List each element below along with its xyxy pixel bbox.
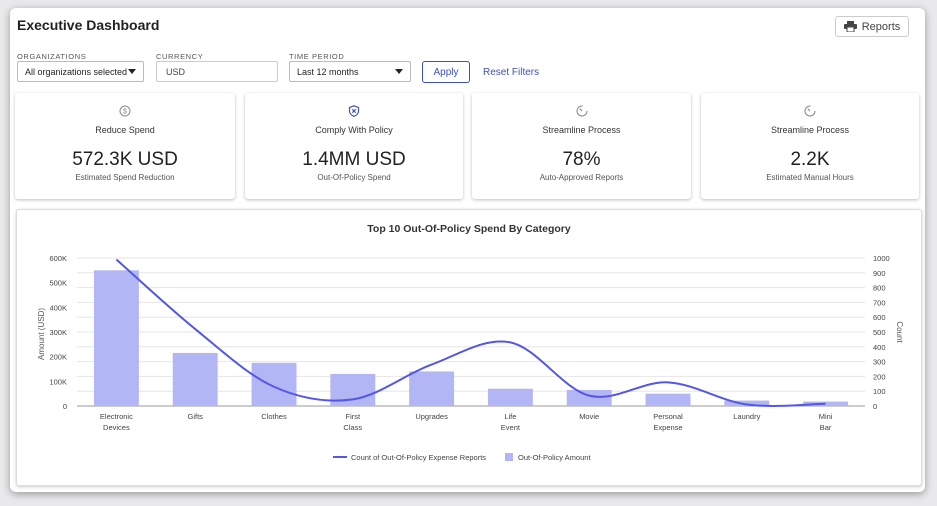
gauge-icon	[576, 105, 587, 117]
bar	[487, 388, 533, 406]
bar	[724, 400, 770, 406]
y2-tick-label: 400	[873, 343, 886, 352]
currency-value: USD	[166, 66, 186, 77]
chart-panel: Top 10 Out-Of-Policy Spend By Category A…	[16, 209, 922, 486]
kpi-sublabel: Out-Of-Policy Spend	[317, 173, 391, 182]
kpi-card-manual-hours: Streamline Process 2.2K Estimated Manual…	[701, 93, 919, 199]
reset-filters-link[interactable]: Reset Filters	[483, 67, 540, 78]
x-tick-label: Class	[343, 423, 362, 432]
time-period-label: TIME PERIOD	[289, 52, 345, 61]
kpi-card-auto-approved: Streamline Process 78% Auto-Approved Rep…	[472, 93, 691, 199]
bar-series	[93, 270, 849, 406]
y-tick-label: 100K	[49, 377, 67, 386]
x-tick-label: Personal	[653, 412, 683, 421]
organizations-value: All organizations selected	[25, 66, 128, 77]
gauge-icon	[804, 105, 816, 117]
legend-label: Count of Out-Of-Policy Expense Reports	[351, 453, 486, 462]
spend-by-category-chart: Top 10 Out-Of-Policy Spend By Category A…	[37, 223, 904, 462]
kpi-value: 1.4MM USD	[302, 149, 406, 170]
y2-tick-label: 300	[873, 358, 886, 367]
y-tick-label: 300K	[49, 328, 67, 337]
y-axis-label: Amount (USD)	[37, 308, 46, 360]
x-tick-label: Gifts	[187, 412, 203, 421]
x-tick-label: Mini	[819, 412, 833, 421]
bar	[409, 371, 455, 406]
y-tick-label: 600K	[49, 254, 67, 263]
y-tick-label: 200K	[49, 353, 67, 362]
y2-tick-label: 600	[873, 313, 886, 322]
kpi-card-comply-with-policy: Comply With Policy 1.4MM USD Out-Of-Poli…	[245, 93, 463, 199]
chevron-down-icon	[128, 69, 136, 74]
x-tick-label: Bar	[820, 423, 832, 432]
x-tick-label: First	[346, 412, 361, 421]
chart-title: Top 10 Out-Of-Policy Spend By Category	[367, 223, 571, 235]
kpi-value: 2.2K	[790, 149, 830, 170]
currency-label: CURRENCY	[156, 52, 204, 61]
kpi-sublabel: Estimated Manual Hours	[766, 173, 854, 182]
y2-tick-label: 0	[873, 402, 877, 411]
x-tick-label: Clothes	[261, 412, 287, 421]
page-title: Executive Dashboard	[17, 17, 160, 33]
kpi-label: Comply With Policy	[315, 125, 393, 135]
kpi-sublabel: Auto-Approved Reports	[539, 173, 624, 182]
y2-tick-label: 800	[873, 284, 886, 293]
axis-ticks: 0 100 200 300 400 500 600 700 800 900 1000 0 100K 200…	[49, 254, 889, 432]
bar	[93, 270, 139, 406]
bar	[251, 362, 297, 406]
kpi-value: 78%	[562, 149, 601, 170]
x-tick-label: Devices	[103, 423, 130, 432]
y2-tick-label: 200	[873, 372, 886, 381]
dashboard-window: Executive Dashboard Reports ORGANIZATION…	[10, 8, 925, 492]
time-period-value: Last 12 months	[297, 66, 359, 77]
x-tick-label: Upgrades	[415, 412, 448, 421]
line-series	[115, 258, 826, 407]
organizations-label: ORGANIZATIONS	[17, 52, 87, 61]
shield-icon	[348, 105, 360, 117]
dollar-icon: $	[119, 105, 131, 117]
printer-icon	[843, 21, 857, 32]
bar	[645, 393, 691, 406]
y2-tick-label: 700	[873, 298, 886, 307]
kpi-sublabel: Estimated Spend Reduction	[75, 173, 175, 182]
svg-text:$: $	[123, 109, 127, 116]
y2-tick-label: 500	[873, 328, 886, 337]
kpi-label: Streamline Process	[542, 125, 621, 135]
bar	[566, 389, 612, 406]
bar	[172, 352, 218, 406]
reports-label: Reports	[861, 20, 901, 33]
chart-legend: Count of Out-Of-Policy Expense Reports Ou…	[333, 453, 591, 462]
x-tick-label: Movie	[579, 412, 599, 421]
y-tick-label: 500K	[49, 279, 67, 288]
y-tick-label: 0	[63, 402, 67, 411]
y2-tick-label: 100	[873, 387, 886, 396]
x-tick-label: Expense	[653, 423, 682, 432]
chevron-down-icon	[395, 69, 403, 74]
kpi-value: 572.3K USD	[72, 149, 178, 170]
x-tick-label: Laundry	[733, 412, 760, 421]
x-tick-label: Event	[501, 423, 521, 432]
kpi-label: Streamline Process	[770, 125, 850, 135]
y2-axis-label: Count	[895, 321, 904, 343]
y2-tick-label: 900	[873, 269, 886, 278]
x-tick-label: Life	[504, 412, 516, 421]
organizations-select[interactable]: All organizations selected	[17, 61, 144, 82]
currency-input[interactable]: USD	[156, 61, 278, 82]
apply-button[interactable]: Apply	[422, 61, 470, 83]
reports-button[interactable]: Reports	[835, 16, 909, 37]
count-line	[115, 258, 826, 407]
y-tick-label: 400K	[49, 303, 67, 312]
kpi-card-reduce-spend: $ Reduce Spend 572.3K USD Estimated Spen…	[15, 93, 235, 199]
gridlines	[77, 257, 865, 407]
legend-bar-swatch	[505, 453, 513, 461]
y2-tick-label: 1000	[873, 254, 890, 263]
legend-label: Out-Of-Policy Amount	[518, 453, 591, 462]
x-tick-label: Electronic	[100, 412, 133, 421]
kpi-label: Reduce Spend	[95, 125, 155, 135]
time-period-select[interactable]: Last 12 months	[289, 61, 411, 82]
